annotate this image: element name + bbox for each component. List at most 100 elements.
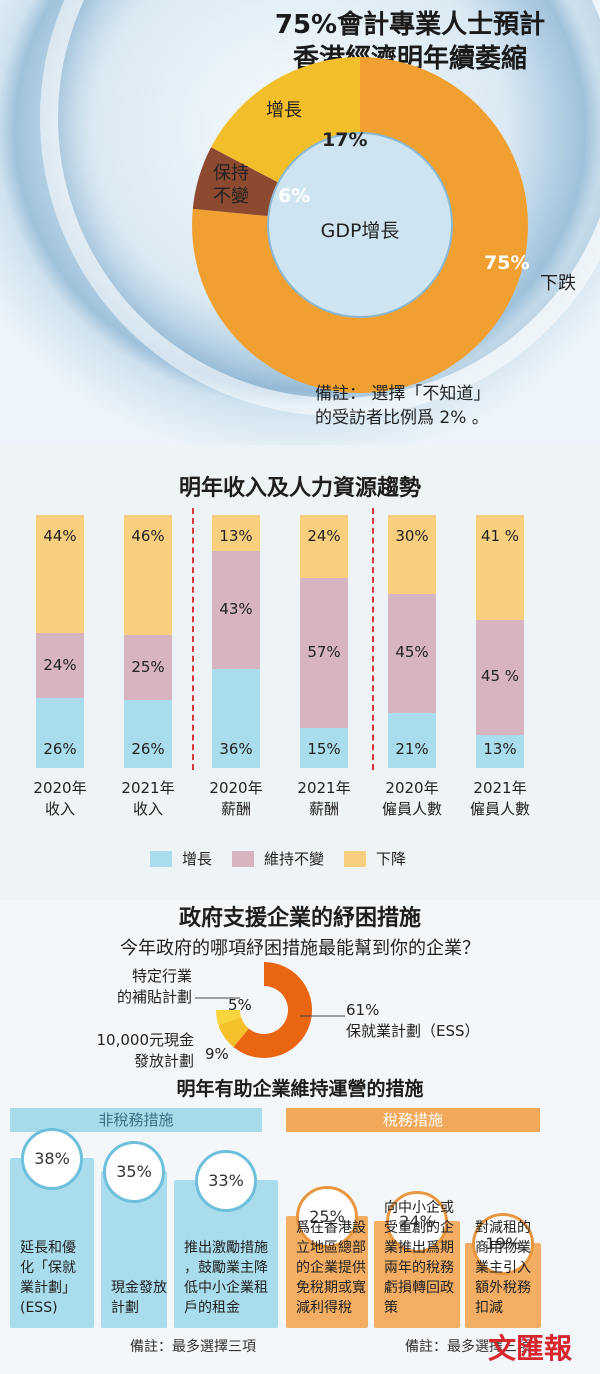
measure-pct-bubble: 33% xyxy=(195,1150,257,1213)
footnote-left: 備註：最多選擇三項 xyxy=(130,1339,256,1355)
relief-pct-b: 9% xyxy=(205,1045,229,1063)
measure-text: 爲在香港設 立地區總部 的企業提供 免稅期或寬 減利得稅 xyxy=(296,1220,366,1316)
measure-pct-bubble: 19% xyxy=(472,1213,534,1275)
legend-grow-swatch xyxy=(150,850,172,867)
gdp-keep-label-2: 不變 xyxy=(213,186,249,207)
footnote-right: 備註：最多選擇三項 xyxy=(405,1339,531,1355)
bar-value-label: 46% xyxy=(131,527,165,545)
gdp-donut-chart xyxy=(191,56,528,393)
bar-segment xyxy=(212,669,260,768)
relief-slice-ess xyxy=(233,962,312,1058)
bar-value-label: 21% xyxy=(395,740,429,758)
bar-category-label: 2020年 僱員人數 xyxy=(381,779,442,818)
header-non-tax: 非稅務措施 xyxy=(10,1108,262,1132)
gdp-note-line2: 的受訪者比例爲 2% 。 xyxy=(315,408,489,428)
bar-category-label: 2020年 薪酬 xyxy=(209,779,263,818)
bar-segment xyxy=(36,698,84,768)
gdp-title: 75%會計專業人士預計 香港經濟明年續萎縮 xyxy=(240,8,580,76)
relief-label-a-2: 的補貼計劃 xyxy=(116,988,192,1006)
bar-segment xyxy=(388,712,436,768)
legend-grow-label: 增長 xyxy=(182,850,213,868)
bar-value-label: 24% xyxy=(307,527,341,545)
bar-value-label: 26% xyxy=(43,740,77,758)
bar-segment xyxy=(36,515,84,634)
bar-value-label: 57% xyxy=(307,643,341,662)
bar-value-label: 13% xyxy=(219,527,253,545)
measure-pct-bubble: 25% xyxy=(296,1186,358,1249)
bar-category-label: 2021年 薪酬 xyxy=(297,779,351,818)
relief-label-b-2: 發放計劃 xyxy=(133,1052,194,1070)
legend-keep-label: 維持不變 xyxy=(264,850,325,868)
gdp-keep-pct: 6% xyxy=(278,185,311,207)
bar-column: 26% 25% 46% xyxy=(124,515,172,768)
bar-segment xyxy=(476,515,524,620)
bar-segment xyxy=(212,550,260,669)
bar-value-label: 45% xyxy=(395,643,429,662)
measures-title: 明年有助企業維持運營的措施 xyxy=(176,1078,424,1100)
measure-pct-bubble: 24% xyxy=(386,1190,448,1253)
measure-text: 對減租的 商用物業 業主引入 額外稅務 扣減 xyxy=(475,1220,531,1316)
bar-segment xyxy=(124,515,172,635)
relief-donut-chart xyxy=(195,962,345,1058)
measure-text: 現金發放 計劃 xyxy=(111,1280,167,1316)
relief-question: 今年政府的哪項紓困措施最能幫到你的企業？ xyxy=(120,938,480,959)
trend-title: 明年收入及人力資源趨勢 xyxy=(178,476,421,501)
relief-label-b-1: 10,000元現金 xyxy=(96,1031,195,1049)
measure-pct-bubble: 38% xyxy=(21,1128,83,1190)
gdp-note: 備註： 選擇「不知道」 的受訪者比例爲 2% 。 xyxy=(315,382,490,430)
relief-label-a: 特定行業 的補貼計劃 xyxy=(92,966,192,1008)
header-tax: 稅務措施 xyxy=(286,1108,540,1132)
relief-slice-cash xyxy=(218,1017,249,1047)
relief-label-b: 10,000元現金 發放計劃 xyxy=(54,1030,195,1072)
bar-value-label: 44% xyxy=(43,527,77,545)
gdp-center-label: GDP增長 xyxy=(320,220,400,242)
measure-pct-bubble: 35% xyxy=(103,1141,165,1204)
bar-column: 26% 24% 44% xyxy=(36,515,84,768)
bar-category-label: 2021年 僱員人數 xyxy=(469,779,530,818)
bar-value-label: 24% xyxy=(43,655,77,674)
measure-text: 延長和優 化「保就 業計劃」 (ESS) xyxy=(20,1240,76,1316)
gdp-donut-hole xyxy=(267,132,453,318)
relief-title: 政府支援企業的紓困措施 xyxy=(178,906,421,931)
gdp-slice-fall xyxy=(191,57,528,393)
gdp-slice-keep xyxy=(192,147,279,217)
gdp-section: 75%會計專業人士預計 香港經濟明年續萎縮 GDP增長 17% 6% 75% 增… xyxy=(0,0,600,445)
measure-text: 推出激勵措施 ，鼓勵業主降 低中小企業租 戶的租金 xyxy=(184,1240,268,1316)
relief-slice-subsidy xyxy=(216,1010,242,1025)
bar-segment xyxy=(388,594,436,713)
gdp-title-line1: 75%會計專業人士預計 xyxy=(274,10,546,40)
relief-label-a-1: 特定行業 xyxy=(131,967,192,985)
bar-segment xyxy=(300,578,348,729)
bar-value-label: 30% xyxy=(395,527,429,545)
gdp-grow-pct: 17% xyxy=(322,129,368,151)
relief-pct-c: 61% xyxy=(346,1001,380,1019)
gdp-keep-label-1: 保持 xyxy=(213,163,249,184)
bar-column: 13% 45 % 41 % xyxy=(476,515,524,768)
gdp-slice-grow xyxy=(211,56,360,183)
bar-value-label: 13% xyxy=(483,740,517,758)
relief-pct-a: 5% xyxy=(228,996,252,1014)
bar-column: 15% 57% 24% xyxy=(300,515,348,768)
bar-segment xyxy=(36,633,84,699)
bar-segment xyxy=(124,634,172,701)
wenweipo-logo: 文匯報 xyxy=(488,1332,573,1365)
bar-value-label: 41 % xyxy=(480,527,520,545)
bar-value-label: 43% xyxy=(219,599,253,618)
bar-category-label: 2021年 收入 xyxy=(121,779,175,818)
bar-segment xyxy=(300,515,348,579)
bar-value-label: 45 % xyxy=(480,667,520,686)
gdp-fall-label: 下跌 xyxy=(540,273,576,294)
bar-column: 21% 45% 30% xyxy=(388,515,436,768)
measure-text: 向中小企或 受重創的企 業推出爲期 兩年的稅務 虧損轉回政策 xyxy=(384,1200,454,1316)
bar-segment xyxy=(476,734,524,768)
gdp-grow-label: 增長 xyxy=(266,100,302,121)
bar-segment xyxy=(212,515,260,551)
bar-segment xyxy=(388,515,436,595)
relief-label-c: 保就業計劃（ESS） xyxy=(346,1022,480,1040)
bar-value-label: 25% xyxy=(131,657,165,676)
divider-2 xyxy=(372,508,374,770)
bar-segment xyxy=(476,619,524,735)
legend-keep-swatch xyxy=(232,850,254,867)
gdp-fall-pct: 75% xyxy=(484,252,530,274)
bar-segment xyxy=(124,700,172,768)
